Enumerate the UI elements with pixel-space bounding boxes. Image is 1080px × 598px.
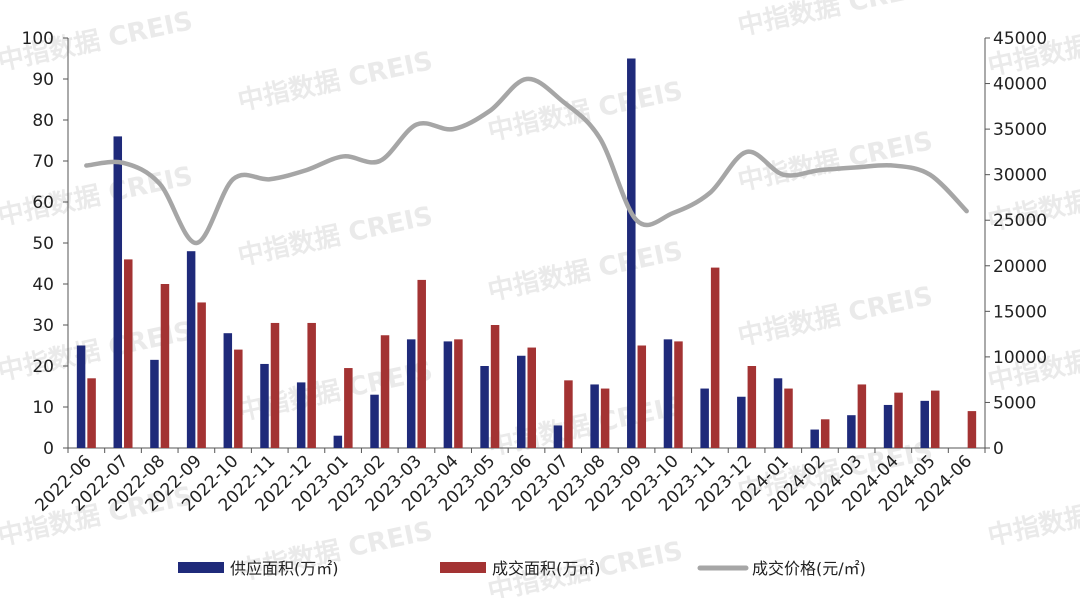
y-left-tick-label: 40 (32, 275, 54, 295)
supply-bar (553, 425, 563, 448)
deal-bar (894, 392, 903, 448)
legend-label: 供应面积(万㎡) (230, 559, 339, 578)
supply-bar (480, 366, 489, 448)
watermark-text: 中指数据 CREIS (485, 391, 685, 462)
y-right-tick-label: 30000 (993, 166, 1047, 186)
supply-bar (590, 384, 599, 448)
y-left-tick-label: 10 (32, 398, 54, 418)
supply-bar (333, 435, 343, 448)
deal-bar (197, 302, 206, 448)
deal-bar (674, 341, 683, 448)
legend-swatch (440, 562, 486, 573)
supply-bar (773, 378, 783, 448)
y-right-tick-label: 45000 (993, 29, 1047, 49)
y-left-tick-label: 70 (32, 152, 54, 172)
deal-bar (380, 335, 390, 448)
deal-bar (124, 259, 133, 448)
watermark-text: 中指数据 CREIS (485, 236, 685, 307)
legend-label: 成交价格(元/㎡) (752, 559, 866, 578)
deal-bar (307, 322, 316, 448)
deal-bar (967, 411, 977, 448)
deal-bar (527, 347, 536, 448)
legend-swatch (178, 562, 224, 573)
y-right-tick-label: 10000 (993, 348, 1047, 368)
supply-bar (260, 363, 269, 448)
y-left-tick-label: 60 (32, 193, 54, 213)
y-left-tick-label: 80 (32, 111, 54, 131)
y-left-tick-label: 20 (32, 357, 54, 377)
deal-bar (747, 366, 757, 448)
deal-bar (564, 380, 573, 448)
supply-bar (737, 396, 746, 448)
deal-bar (87, 378, 96, 448)
bars-layer (76, 58, 977, 448)
y-left-tick-label: 50 (32, 234, 54, 254)
y-right-tick-label: 40000 (993, 75, 1047, 95)
deal-bar (490, 325, 500, 448)
supply-bar (186, 251, 196, 448)
supply-bar (150, 359, 159, 448)
deal-bar (710, 267, 720, 448)
supply-bar (920, 400, 929, 448)
supply-bar (370, 394, 379, 448)
supply-bar (406, 339, 416, 448)
supply-bar (810, 429, 819, 448)
y-right-tick-label: 5000 (993, 393, 1036, 413)
deal-bar (784, 388, 793, 448)
deal-bar (454, 339, 463, 448)
supply-bar (296, 382, 306, 448)
supply-bar (517, 355, 526, 448)
deal-bar (417, 279, 426, 448)
price-line-layer (84, 76, 969, 246)
supply-bar (883, 404, 893, 448)
deal-bar (930, 390, 940, 448)
deal-bar (820, 419, 830, 448)
supply-bar (443, 341, 453, 448)
watermark-text: 中指数据 CREIS (985, 481, 1080, 552)
supply-bar (847, 415, 856, 448)
y-left-tick-label: 100 (22, 29, 54, 49)
y-right-tick-label: 0 (993, 439, 1004, 459)
y-left-tick-label: 0 (43, 439, 54, 459)
axes: 0 10 20 30 40 50 60 70 80 90 100 0 5000 10000 15000 200… (22, 29, 1048, 459)
deal-bar (637, 345, 647, 448)
deal-bar (344, 368, 353, 448)
deal-bar (600, 388, 610, 448)
y-right-tick-label: 20000 (993, 257, 1047, 277)
watermark-text: 中指数据 CREIS (735, 0, 935, 42)
y-right-tick-label: 35000 (993, 120, 1047, 140)
supply-bar (700, 388, 709, 448)
legend-label: 成交面积(万㎡) (492, 559, 601, 578)
y-right-tick-label: 25000 (993, 211, 1047, 231)
watermark-text: 中指数据 CREIS (235, 46, 435, 117)
supply-bar (627, 58, 636, 448)
y-left-tick-label: 90 (32, 70, 54, 90)
y-left-tick-label: 30 (32, 316, 54, 336)
deal-bar (234, 349, 243, 448)
watermark-text: 中指数据 CREIS (735, 281, 935, 352)
y-right-tick-label: 15000 (993, 302, 1047, 322)
supply-bar (223, 333, 233, 448)
supply-bar (76, 345, 86, 448)
deal-bar (160, 284, 170, 448)
legend: 供应面积(万㎡) 成交面积(万㎡) 成交价格(元/㎡) (178, 559, 866, 578)
watermark-text: 中指数据 CREIS (235, 201, 435, 272)
supply-bar (663, 339, 673, 448)
deal-bar (857, 384, 867, 448)
supply-bar (113, 136, 123, 448)
deal-bar (270, 322, 280, 448)
